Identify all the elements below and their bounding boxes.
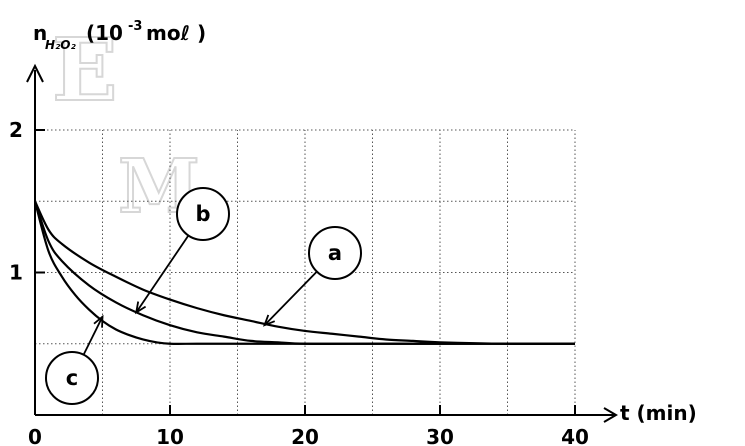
watermark: E M xyxy=(51,19,201,231)
y-axis-label-exponent: -3 xyxy=(128,19,142,34)
callout-arrow-c xyxy=(82,316,104,356)
y-tick-label: 1 xyxy=(9,261,23,285)
callout-label-a: a xyxy=(328,241,342,265)
series-line-a xyxy=(34,200,576,345)
y-axis-label: n H₂O₂ (10 -3 moℓ ) xyxy=(33,19,206,52)
callout-label-c: c xyxy=(66,366,78,390)
x-tick-label: 10 xyxy=(156,425,184,446)
callout-label-b: b xyxy=(195,202,210,226)
series-line-c xyxy=(33,200,575,345)
callout-circle-b xyxy=(176,187,230,241)
y-axis-label-unit: (10 xyxy=(86,21,123,45)
callouts: a b c xyxy=(45,187,362,405)
watermark-letter-e: E xyxy=(52,20,118,121)
axes xyxy=(26,63,618,423)
callout-arrowhead-b xyxy=(135,301,147,315)
callout-arrowhead-a xyxy=(262,314,276,327)
x-axis-label: t (min) xyxy=(620,401,697,425)
tick-labels: 0 10 20 30 40 1 2 xyxy=(9,118,589,446)
callout-arrowhead-c xyxy=(93,314,104,328)
x-tick-label: 20 xyxy=(291,425,319,446)
callout-arrow-b xyxy=(135,235,190,313)
y-axis-label-unit-end: moℓ ) xyxy=(146,21,206,45)
y-axis-arrowhead xyxy=(26,63,44,83)
y-tick-label: 2 xyxy=(9,118,23,142)
callout-circle-c xyxy=(45,351,99,405)
grid xyxy=(35,129,576,415)
series-group xyxy=(33,200,576,345)
y-axis-label-n: n xyxy=(33,21,47,45)
x-tick-label: 0 xyxy=(28,425,42,446)
x-tick-label: 40 xyxy=(561,425,589,446)
x-axis-arrowhead xyxy=(603,407,618,423)
callout-circle-a xyxy=(308,226,362,280)
y-axis-label-subscript: H₂O₂ xyxy=(45,38,77,52)
callout-arrow-a xyxy=(263,270,318,326)
x-tick-label: 30 xyxy=(426,425,454,446)
